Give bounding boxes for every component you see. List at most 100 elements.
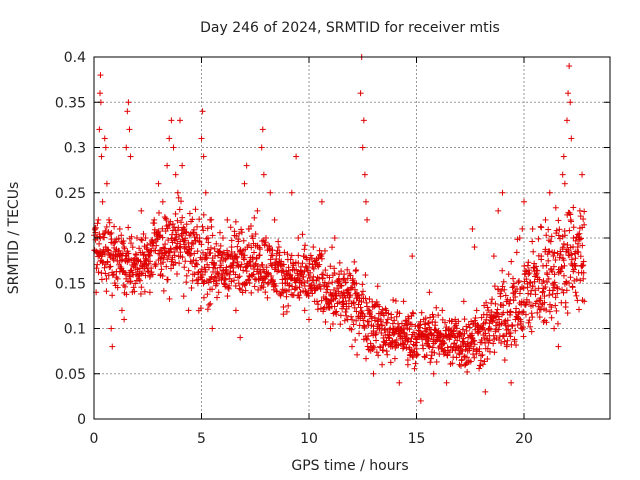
data-point	[449, 360, 456, 367]
data-point	[455, 318, 462, 325]
data-point	[307, 252, 314, 259]
data-point	[234, 259, 241, 266]
data-point	[250, 262, 257, 269]
data-point	[329, 244, 336, 251]
data-point	[342, 279, 349, 286]
data-point	[189, 271, 196, 278]
data-point	[568, 135, 575, 142]
data-point	[183, 279, 190, 286]
data-point	[575, 249, 582, 256]
data-point	[128, 240, 135, 247]
data-point	[251, 214, 258, 221]
data-point	[554, 290, 561, 297]
data-point	[489, 296, 496, 303]
data-point	[465, 321, 472, 328]
data-point	[327, 263, 334, 270]
data-point	[460, 298, 467, 305]
data-point	[543, 262, 550, 269]
data-point	[519, 324, 526, 331]
data-point	[222, 256, 229, 263]
data-point	[478, 352, 484, 359]
data-point	[230, 259, 237, 266]
data-point	[574, 231, 581, 238]
data-point	[238, 261, 245, 268]
data-point	[207, 216, 214, 223]
data-point	[473, 350, 480, 357]
data-point	[425, 319, 432, 326]
data-point	[148, 265, 155, 272]
data-point	[513, 342, 520, 349]
data-point	[329, 321, 336, 328]
data-point	[467, 358, 474, 365]
data-point	[112, 253, 119, 260]
data-point	[314, 274, 321, 281]
data-point	[290, 292, 297, 299]
data-point	[543, 232, 550, 239]
data-point	[496, 336, 503, 343]
data-point	[579, 171, 586, 178]
data-point	[325, 280, 332, 287]
data-point	[102, 227, 109, 234]
data-point	[283, 308, 290, 315]
data-point	[125, 250, 132, 257]
data-point	[405, 315, 412, 322]
data-point	[214, 270, 221, 277]
data-point	[97, 72, 104, 79]
data-point	[351, 258, 358, 265]
data-point	[391, 355, 398, 362]
data-point	[484, 345, 491, 352]
data-point	[439, 307, 446, 314]
data-point	[392, 297, 399, 304]
data-point	[458, 356, 465, 363]
data-point	[314, 306, 321, 313]
data-point	[108, 325, 115, 332]
data-point	[294, 272, 301, 279]
data-point	[134, 256, 141, 263]
data-point	[365, 333, 372, 340]
data-point	[323, 289, 330, 296]
data-point	[171, 248, 178, 255]
data-point	[354, 351, 361, 358]
data-point	[552, 302, 559, 309]
data-point	[524, 262, 531, 269]
data-point	[483, 299, 490, 306]
data-point	[98, 276, 105, 283]
data-point	[400, 326, 407, 333]
data-point	[216, 248, 223, 255]
data-point	[297, 271, 304, 278]
data-point	[130, 284, 137, 291]
data-point	[580, 258, 587, 265]
data-point	[522, 311, 529, 318]
data-point	[570, 224, 577, 231]
data-point	[199, 108, 206, 115]
data-point	[522, 267, 529, 274]
data-point	[417, 397, 424, 404]
data-point	[295, 235, 302, 241]
data-point	[122, 271, 129, 278]
data-point	[153, 242, 160, 249]
data-point	[546, 308, 553, 315]
data-point	[109, 292, 116, 299]
data-point	[469, 330, 476, 337]
data-point	[484, 304, 491, 311]
data-point	[568, 251, 575, 258]
data-point	[273, 288, 280, 295]
y-tick-label: 0.05	[55, 367, 86, 383]
data-point	[99, 198, 106, 205]
data-point	[204, 306, 211, 313]
data-point	[224, 293, 231, 300]
data-point	[491, 349, 498, 356]
data-point	[166, 135, 173, 142]
data-point	[542, 246, 549, 253]
data-point	[166, 249, 173, 256]
data-point	[577, 235, 584, 242]
data-point	[489, 318, 496, 325]
data-point	[568, 256, 575, 263]
data-point	[459, 326, 466, 333]
data-point	[103, 288, 110, 295]
data-point	[554, 285, 561, 292]
data-point	[460, 342, 467, 349]
data-point	[461, 316, 468, 323]
data-point	[251, 283, 258, 290]
data-point	[284, 280, 291, 287]
